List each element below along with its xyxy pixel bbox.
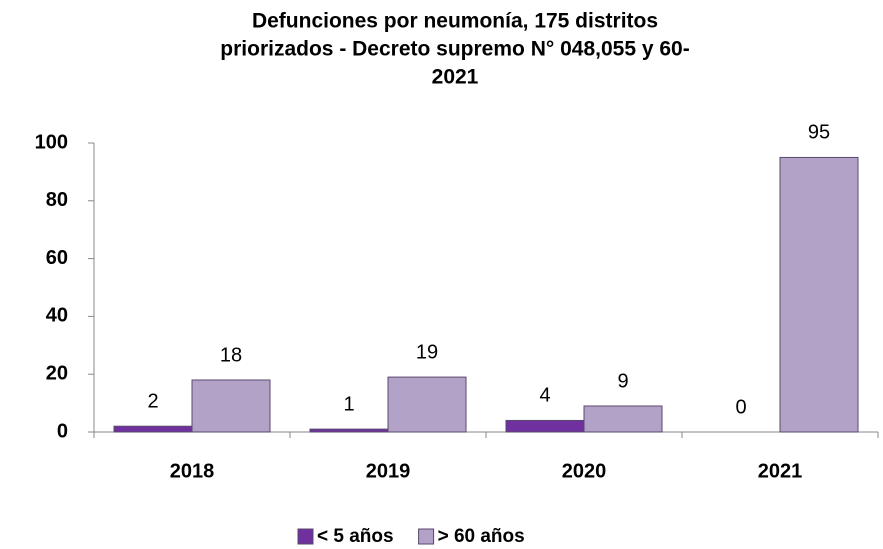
legend-swatch [418, 528, 435, 545]
x-tick-label: 2021 [758, 460, 803, 482]
bar [113, 425, 193, 433]
y-tick-label: 80 [46, 189, 68, 211]
data-label: 18 [220, 344, 242, 366]
data-label: 19 [416, 341, 438, 363]
y-tick-label: 60 [46, 247, 68, 269]
bar [309, 428, 389, 433]
data-label: 4 [539, 385, 550, 407]
x-tick-label: 2018 [170, 460, 215, 482]
y-tick-label: 40 [46, 305, 68, 327]
bar [583, 405, 663, 433]
data-label: 0 [735, 396, 746, 418]
bar [505, 419, 585, 433]
bar [387, 376, 467, 433]
x-tick-label: 2020 [562, 460, 607, 482]
chart-title: Defunciones por neumonía, 175 distritos [252, 10, 658, 33]
data-label: 2 [147, 391, 158, 413]
bar [191, 379, 271, 433]
y-tick-label: 100 [35, 131, 68, 153]
legend-label: > 60 años [438, 526, 525, 547]
data-label: 95 [808, 122, 830, 144]
data-label: 9 [617, 370, 628, 392]
bar [779, 156, 859, 433]
y-tick-label: 0 [57, 420, 68, 442]
legend-label: < 5 años [317, 526, 394, 547]
chart-title: 2021 [432, 66, 479, 89]
legend-swatch [297, 528, 314, 545]
data-label: 1 [343, 393, 354, 415]
x-tick-label: 2019 [366, 460, 411, 482]
chart-title: priorizados - Decreto supremo N° 048,055… [220, 38, 689, 61]
y-tick-label: 20 [46, 362, 68, 384]
